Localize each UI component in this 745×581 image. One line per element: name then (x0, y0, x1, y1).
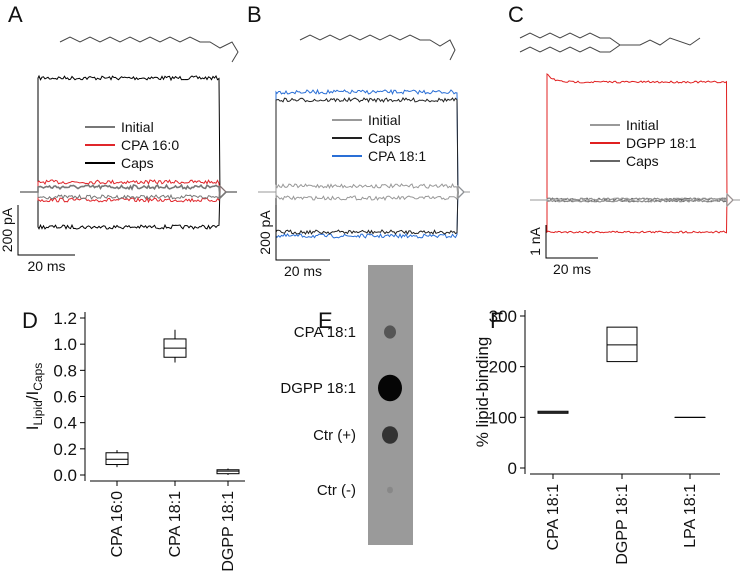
blot-label: Ctr (+) (313, 427, 356, 444)
y-axis-label-part: Lipid (31, 400, 45, 425)
y-tick-label: 0.6 (53, 388, 77, 407)
current-trace (20, 186, 237, 229)
y-tick-label: 300 (489, 307, 517, 326)
y-tick-label: 1.0 (53, 335, 77, 354)
current-trace (258, 186, 470, 200)
scale-x-label: 20 ms (284, 263, 322, 279)
blot-image (368, 265, 413, 545)
current-trace (258, 90, 470, 198)
blot-spot (387, 487, 393, 494)
current-trace (258, 186, 470, 234)
blot-label: Ctr (-) (317, 482, 356, 499)
scale-bar (18, 205, 75, 255)
y-axis-label-part: /I (23, 391, 42, 400)
legend-label: Caps (626, 153, 659, 169)
box (106, 453, 128, 465)
scale-y-label: 1 nA (527, 226, 543, 255)
x-tick-label: CPA 18:1 (545, 484, 562, 551)
y-tick-label: 100 (489, 408, 517, 427)
y-axis-label: ILipid/ICaps (23, 363, 45, 431)
scale-y-label: 200 pA (0, 207, 15, 252)
legend-label: CPA 18:1 (368, 148, 426, 164)
box (607, 327, 637, 361)
y-axis-label-part: Caps (31, 363, 45, 391)
x-tick-label: CPA 18:1 (167, 491, 184, 558)
legend-label: Initial (368, 112, 401, 128)
y-tick-label: 0.8 (53, 361, 77, 380)
current-trace (258, 186, 470, 238)
y-tick-label: 200 (489, 358, 517, 377)
blot-spot (382, 426, 398, 444)
panel-label: A (8, 2, 23, 27)
blot-spot (378, 375, 402, 401)
structures (60, 33, 700, 62)
y-tick-label: 0 (508, 459, 517, 478)
x-tick-label: CPA 16:0 (109, 491, 126, 558)
legend-label: Initial (626, 117, 659, 133)
scale-x-label: 20 ms (27, 258, 65, 274)
box (217, 470, 239, 474)
blot-label: CPA 18:1 (294, 324, 356, 341)
y-axis-label: % lipid-binding (473, 337, 492, 448)
panel-label: D (22, 308, 38, 333)
x-tick-label: DGPP 18:1 (220, 491, 237, 572)
scale-y-label: 200 pA (257, 210, 273, 255)
panel-label: C (508, 2, 524, 27)
y-tick-label: 1.2 (53, 309, 77, 328)
y-tick-label: 0.4 (53, 414, 77, 433)
current-trace (258, 98, 470, 198)
scale-x-label: 20 ms (553, 261, 591, 277)
legend-label: Caps (121, 155, 154, 171)
blot-spot (384, 325, 396, 338)
legend-label: DGPP 18:1 (626, 135, 697, 151)
y-tick-label: 0.2 (53, 440, 77, 459)
x-tick-label: DGPP 18:1 (614, 484, 631, 565)
legend-label: Caps (368, 130, 401, 146)
panel-label: B (247, 2, 262, 27)
y-tick-label: 0.0 (53, 466, 77, 485)
legend-label: Initial (121, 119, 154, 135)
blot-label: DGPP 18:1 (280, 380, 356, 397)
current-trace (258, 184, 470, 198)
x-tick-label: LPA 18:1 (682, 484, 699, 548)
scale-bar (546, 225, 598, 258)
legend-label: CPA 16:0 (121, 137, 179, 153)
